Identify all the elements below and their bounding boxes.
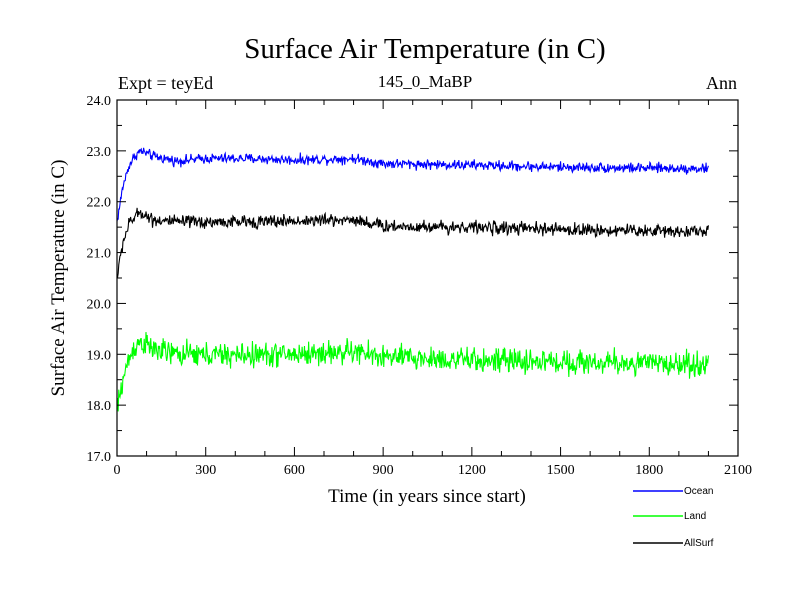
y-tick-label: 20.0 (87, 297, 112, 312)
series-line-land (116, 332, 709, 412)
y-tick-label: 18.0 (87, 399, 112, 414)
legend-label-land: Land (684, 511, 706, 522)
x-tick-label: 2100 (724, 463, 752, 478)
x-tick-label: 1800 (635, 463, 663, 478)
legend: Ocean Land AllSurf (633, 486, 714, 549)
x-tick-label: 1200 (458, 463, 486, 478)
legend-label-allsurf: AllSurf (684, 538, 714, 549)
period-label: Ann (706, 73, 737, 93)
y-tick-label: 24.0 (87, 94, 112, 109)
y-tick-label: 21.0 (87, 247, 112, 262)
x-tick-label: 300 (195, 463, 216, 478)
plot-frame (116, 99, 739, 457)
y-tick-label: 19.0 (87, 348, 112, 363)
series-line-allsurf (116, 207, 709, 278)
y-tick-label: 17.0 (87, 450, 112, 465)
x-axis-ticks: 0 300 600 900 1200 1500 1800 2100 (114, 100, 752, 478)
x-tick-label: 600 (284, 463, 305, 478)
plot-lines (116, 147, 709, 412)
y-tick-label: 22.0 (87, 196, 112, 211)
x-tick-label: 900 (373, 463, 394, 478)
expt-label: Expt = teyEd (118, 73, 213, 93)
y-tick-label: 23.0 (87, 145, 112, 160)
x-axis-label: Time (in years since start) (328, 486, 526, 507)
x-tick-label: 0 (114, 463, 121, 478)
legend-label-ocean: Ocean (684, 486, 713, 497)
chart-subtitle: 145_0_MaBP (378, 72, 472, 91)
y-axis-ticks: 17.0 18.0 19.0 20.0 21.0 22.0 23.0 24.0 (87, 94, 738, 465)
series-line-ocean (116, 147, 709, 222)
x-tick-label: 1500 (547, 463, 575, 478)
chart-title: Surface Air Temperature (in C) (244, 33, 605, 65)
y-axis-label: Surface Air Temperature (in C) (48, 160, 69, 397)
